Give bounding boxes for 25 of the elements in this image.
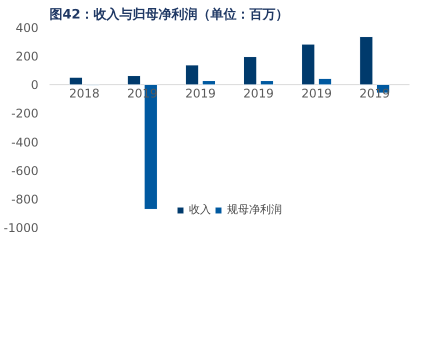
bar xyxy=(360,36,373,85)
y-tick-label: 0 xyxy=(30,78,39,92)
y-tick-label: 400 xyxy=(16,21,38,35)
bar xyxy=(69,77,83,85)
y-tick-label: -800 xyxy=(11,192,38,206)
bar xyxy=(302,44,315,85)
legend-label: 收入 xyxy=(189,202,211,217)
y-tick-label: -1000 xyxy=(4,221,39,235)
y-tick-label: -200 xyxy=(11,106,38,121)
bar xyxy=(260,80,274,85)
bar xyxy=(318,78,332,85)
chart-title: 图42：收入与归母净利润（单位：百万） xyxy=(50,6,289,22)
bar xyxy=(202,80,216,85)
bar xyxy=(185,64,199,85)
x-tick-label: 2019 xyxy=(185,86,216,101)
bar xyxy=(127,76,141,85)
x-tick-label: 2019 xyxy=(359,86,390,101)
x-tick-label: 2019 xyxy=(243,86,274,101)
bar xyxy=(243,56,257,85)
y-tick-label: 200 xyxy=(16,50,38,64)
x-tick-label: 2018 xyxy=(69,86,100,101)
legend-label: 规母净利润 xyxy=(227,202,282,217)
x-tick-label: 2019 xyxy=(301,86,332,101)
y-tick-label: -400 xyxy=(11,135,38,150)
y-tick-label: -600 xyxy=(11,164,38,178)
